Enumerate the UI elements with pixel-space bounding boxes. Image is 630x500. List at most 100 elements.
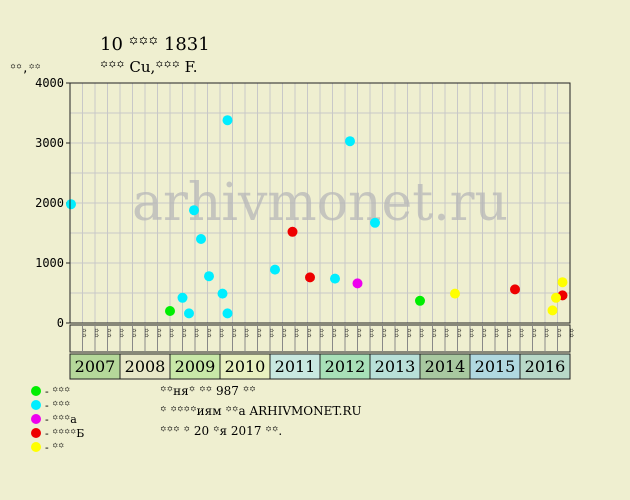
legend-dash: - bbox=[45, 399, 52, 412]
data-point bbox=[345, 136, 355, 147]
quarter-label: ꙳꙳ bbox=[289, 328, 299, 338]
data-point bbox=[557, 277, 568, 288]
quarter-label: ꙳꙳ bbox=[314, 328, 324, 338]
legend-marker bbox=[31, 414, 41, 424]
year-cell bbox=[419, 353, 471, 380]
chart-title: 10 ꙳꙳꙳ 1831 bbox=[100, 34, 210, 55]
quarter-label: ꙳꙳ bbox=[251, 328, 261, 338]
legend-marker bbox=[31, 442, 41, 452]
legend-dash: - bbox=[45, 427, 52, 440]
legend-name: ꙳꙳꙳꙳Б bbox=[52, 427, 84, 440]
quarter-label: ꙳꙳ bbox=[451, 328, 461, 338]
quarter-label: ꙳꙳ bbox=[176, 328, 186, 338]
quarter-label: ꙳꙳ bbox=[476, 328, 486, 338]
quarter-label: ꙳꙳ bbox=[439, 328, 449, 338]
legend-name: ꙳꙳꙳а bbox=[52, 413, 77, 426]
watermark: arhivmonet.ru bbox=[132, 173, 508, 233]
data-point bbox=[222, 115, 233, 126]
quarter-label: ꙳꙳ bbox=[364, 328, 374, 338]
quarter-label: ꙳꙳ bbox=[139, 328, 149, 338]
year-label: 2011 bbox=[275, 357, 316, 376]
quarter-label: ꙳꙳ bbox=[189, 328, 199, 338]
legend-label: - ꙳꙳꙳ bbox=[45, 399, 70, 412]
y-tick-label: 3000 bbox=[35, 136, 64, 150]
data-point bbox=[352, 278, 363, 289]
quarter-label: ꙳꙳ bbox=[426, 328, 436, 338]
data-point bbox=[450, 288, 460, 299]
legend-marker bbox=[31, 386, 41, 396]
legend-marker bbox=[31, 400, 41, 410]
quarter-label: ꙳꙳ bbox=[464, 328, 474, 338]
data-point bbox=[196, 234, 206, 244]
y-axis: 0 1000 2000 3000 4000 bbox=[35, 76, 70, 330]
legend-marker bbox=[31, 428, 41, 438]
data-point bbox=[189, 205, 199, 216]
quarter-label: ꙳꙳ bbox=[401, 328, 411, 338]
year-label: 2014 bbox=[425, 357, 466, 376]
year-cell bbox=[119, 353, 171, 380]
y-tick-label: 2000 bbox=[35, 196, 64, 210]
legend-label: - ꙳꙳꙳꙳Б bbox=[45, 427, 84, 440]
info-line-1: ꙳꙳ня꙳ ꙳꙳ 987 ꙳꙳ bbox=[160, 384, 256, 398]
quarter-label: ꙳꙳ bbox=[526, 328, 536, 338]
quarter-label: ꙳꙳ bbox=[414, 328, 424, 338]
quarter-label: ꙳꙳ bbox=[326, 328, 336, 338]
data-point bbox=[204, 271, 214, 282]
year-label: 2008 bbox=[125, 357, 166, 376]
y-tick-label: 0 bbox=[57, 316, 64, 330]
data-point bbox=[66, 199, 76, 210]
legend-name: ꙳꙳꙳ bbox=[52, 385, 70, 398]
data-point bbox=[415, 295, 425, 306]
year-cell bbox=[469, 353, 521, 380]
quarter-label: ꙳꙳ bbox=[114, 328, 124, 338]
y-axis-unit: ꙳꙳,꙳꙳ bbox=[10, 62, 41, 75]
quarter-label: ꙳꙳ bbox=[514, 328, 524, 338]
legend-dash: - bbox=[45, 385, 52, 398]
year-cell bbox=[219, 353, 271, 380]
data-point bbox=[222, 308, 233, 319]
year-label: 2016 bbox=[525, 357, 566, 376]
quarter-label: ꙳꙳ bbox=[389, 328, 399, 338]
data-point bbox=[287, 226, 298, 237]
quarter-label: ꙳꙳ bbox=[551, 328, 561, 338]
data-point bbox=[217, 288, 228, 299]
quarter-label: ꙳꙳ bbox=[226, 328, 236, 338]
data-point bbox=[165, 306, 175, 316]
quarter-label: ꙳꙳ bbox=[539, 328, 549, 338]
year-label: 2015 bbox=[475, 357, 516, 376]
data-point bbox=[370, 217, 380, 228]
year-cell bbox=[69, 353, 121, 380]
quarter-label: ꙳꙳ bbox=[239, 328, 249, 338]
quarter-label: ꙳꙳ bbox=[201, 328, 211, 338]
data-point bbox=[330, 273, 340, 284]
year-cell bbox=[269, 353, 321, 380]
y-tick-label: 4000 bbox=[35, 76, 64, 90]
quarter-label: ꙳꙳ bbox=[126, 328, 136, 338]
quarter-label: ꙳꙳ bbox=[164, 328, 174, 338]
legend-label: - ꙳꙳꙳ bbox=[45, 385, 70, 398]
quarter-label: ꙳꙳ bbox=[214, 328, 224, 338]
data-point bbox=[551, 292, 561, 303]
legend: - ꙳꙳꙳- ꙳꙳꙳- ꙳꙳꙳а- ꙳꙳꙳꙳Б- ꙳꙳ bbox=[31, 385, 84, 454]
grid bbox=[70, 83, 570, 323]
quarter-label: ꙳꙳ bbox=[276, 328, 286, 338]
quarter-label: ꙳꙳ bbox=[339, 328, 349, 338]
quarter-label: ꙳꙳ bbox=[301, 328, 311, 338]
quarter-label: ꙳꙳ bbox=[376, 328, 386, 338]
quarter-labels: ꙳꙳ ꙳꙳ ꙳꙳ ꙳꙳ ꙳꙳ ꙳꙳ ꙳꙳ ꙳꙳ ꙳꙳ ꙳꙳ ꙳꙳ ꙳꙳ ꙳꙳ ꙳꙳ ꙳꙳ ꙳꙳ ꙳꙳ ꙳꙳ ꙳꙳ ꙳꙳… bbox=[69, 324, 574, 353]
legend-label: - ꙳꙳ bbox=[45, 441, 64, 454]
quarter-label: ꙳꙳ bbox=[264, 328, 274, 338]
quarter-label: ꙳꙳ bbox=[501, 328, 511, 338]
quarter-label: ꙳꙳ bbox=[151, 328, 161, 338]
quarter-label: ꙳꙳ bbox=[76, 328, 86, 338]
chart-subtitle: ꙳꙳꙳ Cu,꙳꙳꙳ F. bbox=[100, 58, 198, 76]
data-point bbox=[184, 308, 194, 319]
data-points bbox=[66, 115, 568, 319]
info-line-3: ꙳꙳꙳ ꙳ 20 ꙳я 2017 ꙳꙳. bbox=[160, 424, 282, 438]
legend-dash: - bbox=[45, 441, 52, 454]
year-label: 2012 bbox=[325, 357, 366, 376]
quarter-label: ꙳꙳ bbox=[101, 328, 111, 338]
plot-frame bbox=[69, 82, 571, 324]
quarter-label: ꙳꙳ bbox=[89, 328, 99, 338]
